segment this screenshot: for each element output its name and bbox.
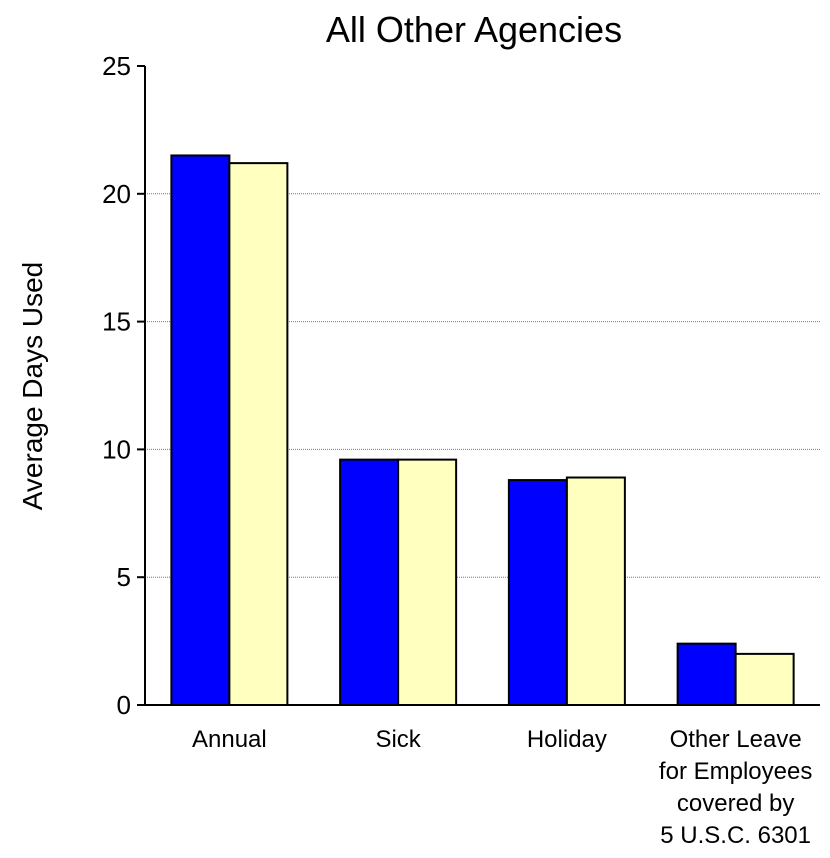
bar-series-2-0: [228, 162, 289, 707]
bar-series-1-0: [170, 154, 231, 706]
x-category-labels: Annual Sick Holiday Other Leave for Employee…: [192, 726, 812, 849]
chart-title: All Other Agencies: [326, 9, 622, 50]
bar-series-1-2: [507, 479, 568, 706]
y-tick-labels: 0 5 10 15 20 25: [102, 51, 131, 720]
x-category-label: Annual: [192, 726, 267, 753]
x-category-label: Holiday: [527, 726, 607, 753]
bars: [170, 154, 795, 707]
y-tick-label: 20: [102, 179, 131, 209]
x-category-label: Other Leave: [670, 726, 802, 753]
bar-series-2-1: [397, 458, 458, 706]
y-tick-label: 5: [117, 562, 131, 592]
axes: [137, 65, 820, 706]
y-tick-label: 0: [117, 690, 131, 720]
bar-series-1-3: [676, 642, 737, 707]
y-tick-label: 10: [102, 434, 131, 464]
x-category-label: for Employees: [659, 758, 812, 785]
x-category-label: Sick: [375, 726, 421, 753]
y-axis-label: Average Days Used: [17, 262, 48, 511]
x-category-label: covered by: [677, 790, 794, 817]
x-category-label: 5 U.S.C. 6301: [660, 822, 811, 849]
y-tick-label: 25: [102, 51, 131, 81]
y-tick-label: 15: [102, 307, 131, 337]
bar-series-1-1: [339, 458, 400, 706]
bar-series-2-3: [734, 652, 795, 707]
bar-series-2-2: [565, 476, 626, 706]
